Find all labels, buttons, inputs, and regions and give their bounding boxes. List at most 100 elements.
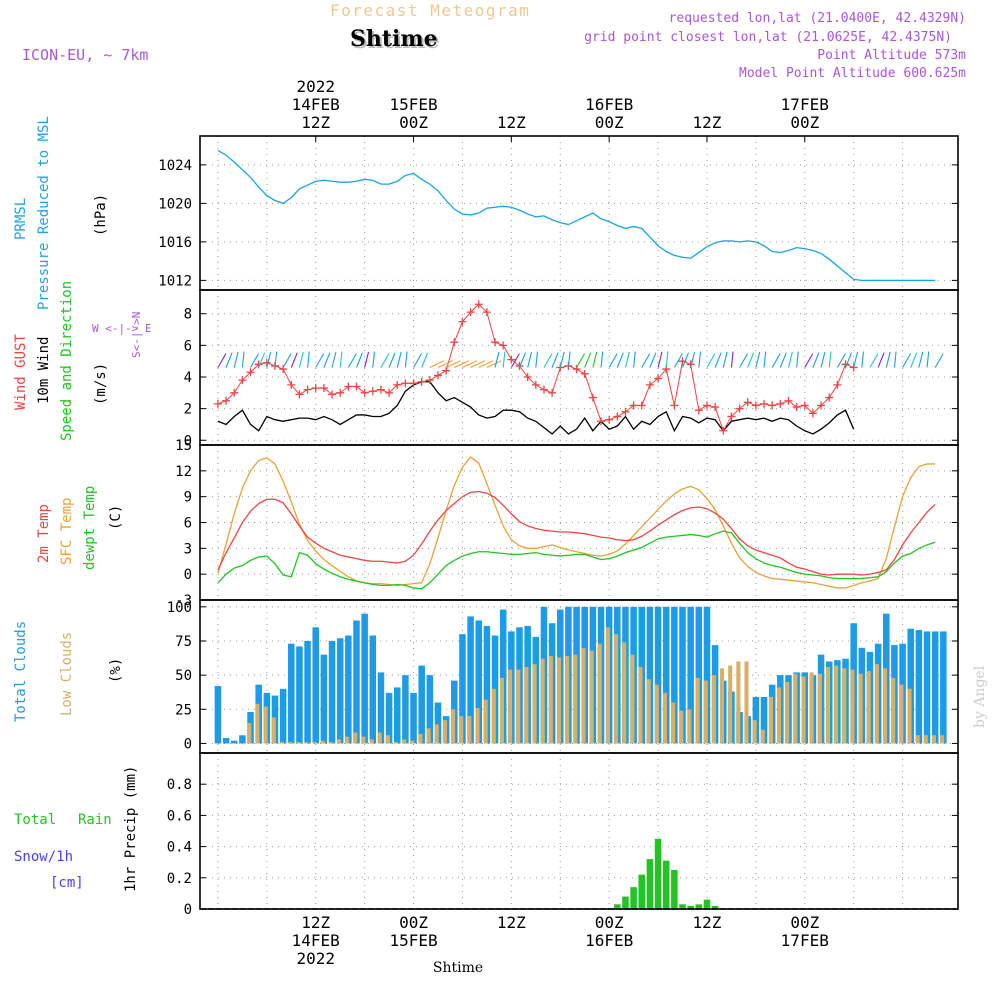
low-cloud-bar [573, 654, 578, 744]
low-cloud-bar [540, 658, 545, 744]
bottom-time-label: 00Z [790, 913, 819, 932]
wind-gust-point [352, 382, 361, 391]
low-cloud-bar [475, 707, 480, 744]
wind-gust-point [702, 401, 711, 410]
wind-gust-point [792, 403, 801, 412]
y-tick-label: 0 [184, 433, 192, 449]
precip-label-snow: Snow/1h [14, 849, 73, 865]
wind-direction-arrow [559, 351, 565, 368]
panel-frame-pressure [199, 135, 959, 291]
wind-direction-arrow [347, 353, 357, 368]
low-cloud-bar [842, 668, 847, 744]
low-cloud-bar [524, 666, 529, 744]
wind-direction-arrow [584, 352, 592, 368]
y-tick-label: 0 [184, 902, 192, 918]
wind-direction-arrow [543, 353, 553, 368]
low-cloud-bar [630, 654, 635, 744]
low-cloud-bar [679, 710, 684, 744]
total-cloud-bar [214, 686, 222, 744]
place-title-shadow: Shtime [352, 28, 440, 54]
wind-direction-arrow [779, 352, 787, 368]
low-cloud-bar [752, 720, 757, 744]
wind-direction-arrow [869, 353, 879, 368]
low-cloud-bar [883, 668, 888, 744]
low-cloud-bar [532, 664, 537, 744]
wind-gust-point [319, 384, 328, 393]
wind-direction-arrow [755, 351, 761, 368]
low-cloud-bar [442, 720, 447, 744]
low-cloud-bar [931, 735, 936, 744]
y-tick-label: 75 [175, 634, 192, 650]
rain-bar [703, 899, 711, 909]
pressure-labels: PRMSL Pressure Reduced to MSL (hPa) [13, 116, 109, 310]
low-cloud-bar [410, 740, 415, 744]
low-cloud-bar [418, 733, 423, 744]
wind-direction-arrow [796, 351, 799, 368]
wind-direction-arrow [804, 353, 814, 368]
temp-labels: 2m Temp SFC Temp dewpt Temp (C) [36, 486, 124, 570]
rain-bar [711, 905, 719, 909]
temp-sfc-line [217, 456, 936, 589]
wind-direction-arrow [739, 353, 749, 368]
wind-gust-point [385, 388, 394, 397]
wind-gust-point [401, 379, 410, 388]
wind-direction-arrow [893, 351, 897, 368]
rain-bar [622, 896, 629, 909]
wind-direction-arrow [641, 353, 651, 368]
wind-direction-arrow [462, 360, 478, 368]
wind-gust-point [597, 417, 606, 426]
low-cloud-bar [720, 668, 725, 744]
low-cloud-bar [671, 702, 676, 744]
wind-gust-point [654, 374, 663, 383]
total-cloud-bar [410, 692, 417, 744]
wind-gust-point [336, 388, 345, 397]
total-cloud-bar [940, 631, 947, 744]
wind-gust-point [417, 377, 426, 386]
total-cloud-bar [475, 620, 483, 744]
low-cloud-bar [793, 673, 798, 744]
y-tick-label: 6 [184, 516, 192, 532]
total-cloud-bar [369, 635, 377, 744]
wind-direction-arrow [413, 353, 423, 368]
wind-direction-arrow [747, 352, 755, 368]
low-cloud-bar [777, 687, 782, 744]
low-cloud-bar [581, 647, 586, 744]
top-time-label: 17FEB [781, 95, 829, 114]
panel-frame-precip [199, 752, 959, 910]
total-cloud-bar [320, 654, 328, 744]
low-cloud-bar [565, 656, 570, 744]
low-cloud-bar [434, 724, 439, 744]
bottom-time-label: 17FEB [781, 931, 829, 950]
total-cloud-bar [377, 672, 385, 744]
wind-direction-arrow [567, 351, 571, 368]
y-tick-label: 0.8 [167, 777, 192, 793]
wind-direction-arrow [298, 351, 304, 368]
rain-bar [614, 904, 621, 909]
wind-direction-arrow [470, 360, 486, 368]
total-cloud-bar [296, 646, 303, 744]
bottom-time-label: 2022 [296, 949, 335, 968]
rain-bar [646, 859, 654, 909]
total-cloud-bar [695, 606, 703, 744]
rain-bar [687, 905, 694, 909]
wind-direction-arrow [576, 353, 586, 368]
wind-gust-point [368, 387, 377, 396]
wind-gust-point [433, 371, 442, 380]
precip-label-total: Total [14, 812, 56, 828]
top-time-label: 15FEB [389, 95, 437, 114]
pressure-line [217, 149, 936, 282]
total-cloud-bar [483, 625, 491, 744]
low-cloud-bar [891, 677, 896, 744]
wind-compass-ns: S<-|->N [130, 312, 143, 358]
low-cloud-bar [353, 732, 358, 744]
wind-direction-arrow [828, 351, 832, 368]
wind-direction-arrow [853, 351, 859, 368]
low-cloud-bar [304, 742, 309, 744]
wind-direction-arrow [290, 352, 298, 368]
total-cloud-bar [288, 643, 295, 744]
total-cloud-bar [907, 628, 914, 744]
low-cloud-bar [646, 679, 651, 744]
total-cloud-bar [459, 634, 466, 744]
wind-direction-arrow [934, 353, 944, 368]
wind-direction-arrow [649, 352, 657, 368]
